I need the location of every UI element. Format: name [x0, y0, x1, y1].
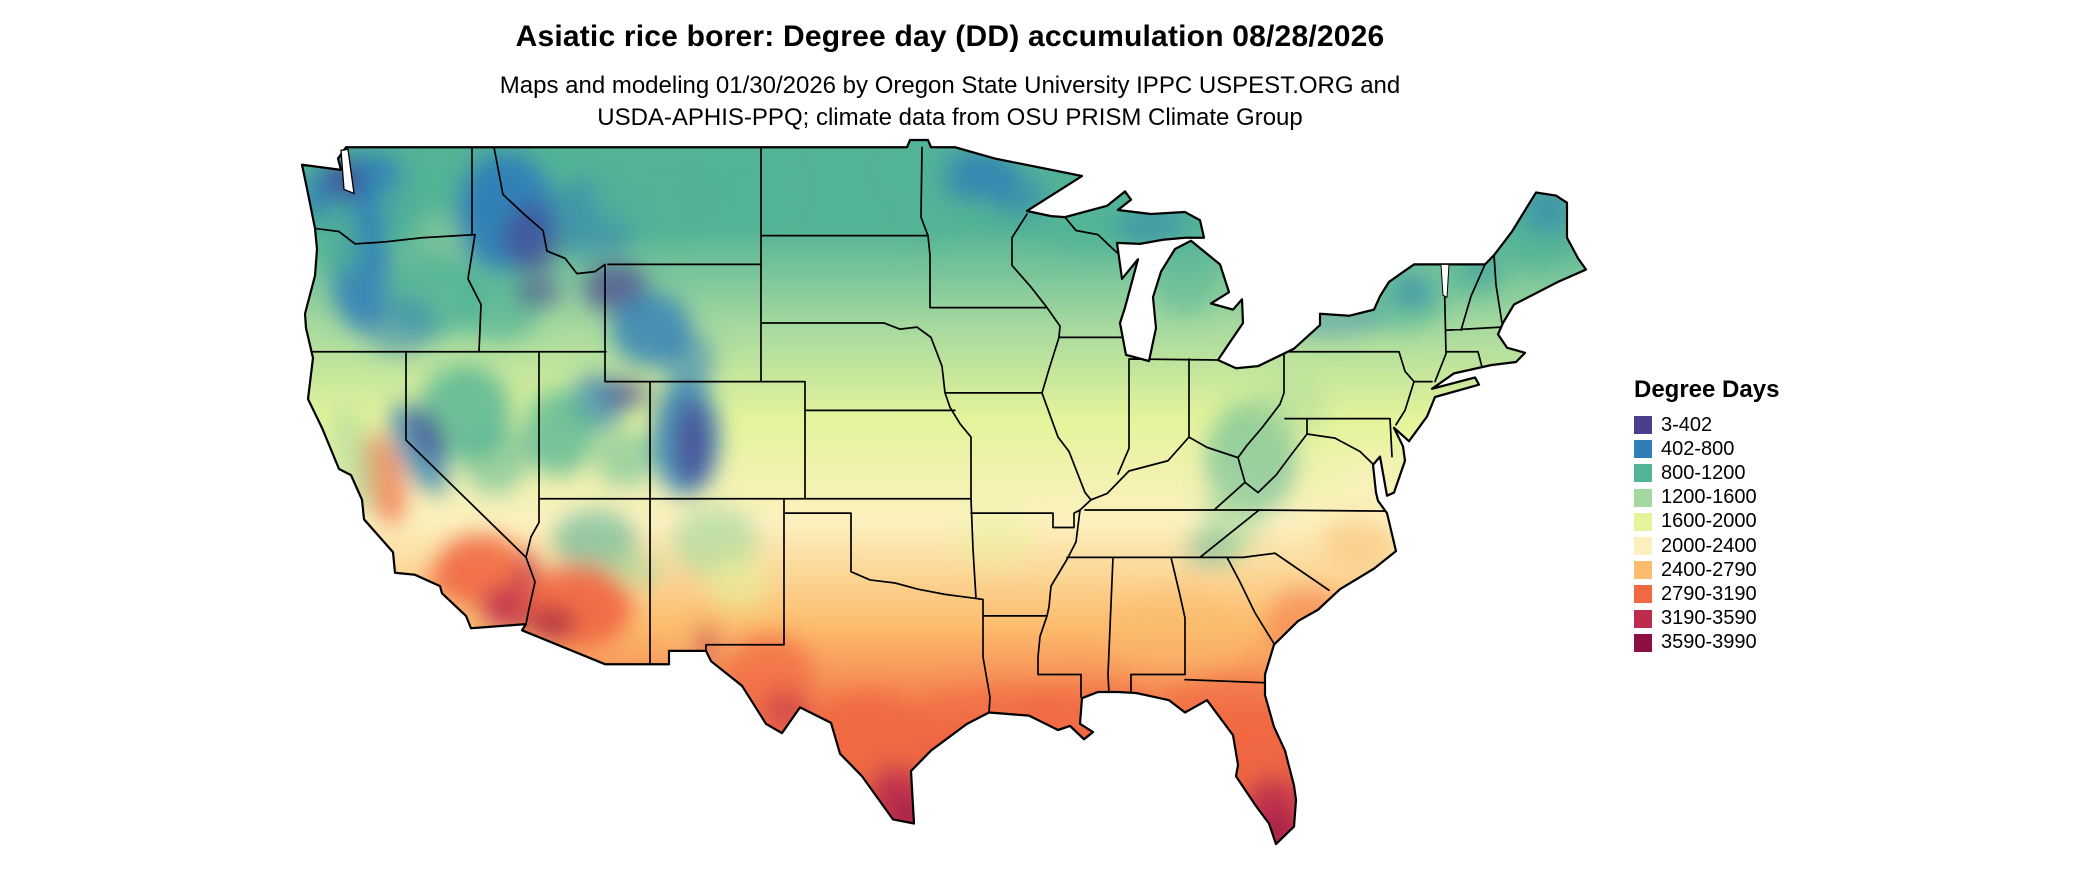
legend-class-label: 1200-1600: [1661, 486, 1757, 509]
state-borders: [312, 146, 1503, 714]
legend-row: 3590-3990: [1634, 631, 1779, 655]
legend-class-label: 800-1200: [1661, 461, 1746, 484]
legend-color-swatch: [1634, 512, 1652, 531]
legend-row: 3190-3590: [1634, 607, 1779, 631]
legend-color-swatch: [1634, 633, 1652, 652]
legend-row: 2790-3190: [1634, 582, 1779, 606]
legend-color-swatch: [1634, 561, 1652, 580]
legend-color-swatch: [1634, 416, 1652, 435]
map-header: Asiatic rice borer: Degree day (DD) accu…: [295, 20, 1605, 133]
legend-color-swatch: [1634, 464, 1652, 483]
legend-class-label: 2000-2400: [1661, 534, 1757, 557]
legend-title: Degree Days: [1634, 376, 1780, 403]
legend-class-label: 2400-2790: [1661, 558, 1757, 581]
legend-class-label: 3-402: [1661, 413, 1713, 436]
us-degree-day-map: [300, 138, 1588, 846]
puget-sound: [340, 148, 355, 195]
map-subtitle-line1: Maps and modeling 01/30/2026 by Oregon S…: [499, 72, 1401, 99]
us-outline: [300, 138, 1588, 846]
legend-row: 800-1200: [1634, 461, 1779, 485]
legend-class-label: 3190-3590: [1661, 607, 1757, 630]
legend-color-swatch: [1634, 537, 1652, 556]
legend-row: 2000-2400: [1634, 534, 1779, 558]
map-subtitle-line2: USDA-APHIS-PPQ; climate data from OSU PR…: [597, 103, 1303, 131]
legend-items: 3-402 402-800 800-1200 1200-1600 1600-2000 20…: [1634, 413, 1779, 655]
legend-color-swatch: [1634, 585, 1652, 604]
lake-champlain: [1440, 263, 1450, 299]
map-title: Asiatic rice borer: Degree day (DD) accu…: [515, 20, 1385, 53]
legend-row: 3-402: [1634, 413, 1779, 437]
legend-row: 402-800: [1634, 437, 1779, 461]
legend-row: 2400-2790: [1634, 558, 1779, 582]
legend-color-swatch: [1634, 440, 1652, 459]
legend-color-swatch: [1634, 609, 1652, 628]
legend-color-swatch: [1634, 488, 1652, 507]
legend-class-label: 402-800: [1661, 437, 1735, 460]
legend-class-label: 3590-3990: [1661, 631, 1757, 654]
map-subtitle: Maps and modeling 01/30/2026 by Oregon S…: [295, 70, 1605, 133]
legend-class-label: 2790-3190: [1661, 582, 1757, 605]
degree-day-regions: [302, 150, 1583, 845]
legend-row: 1600-2000: [1634, 510, 1779, 534]
legend-row: 1200-1600: [1634, 486, 1779, 510]
legend-class-label: 1600-2000: [1661, 510, 1757, 533]
legend: Degree Days 3-402 402-800 800-1200 1200-160…: [1634, 376, 1779, 655]
